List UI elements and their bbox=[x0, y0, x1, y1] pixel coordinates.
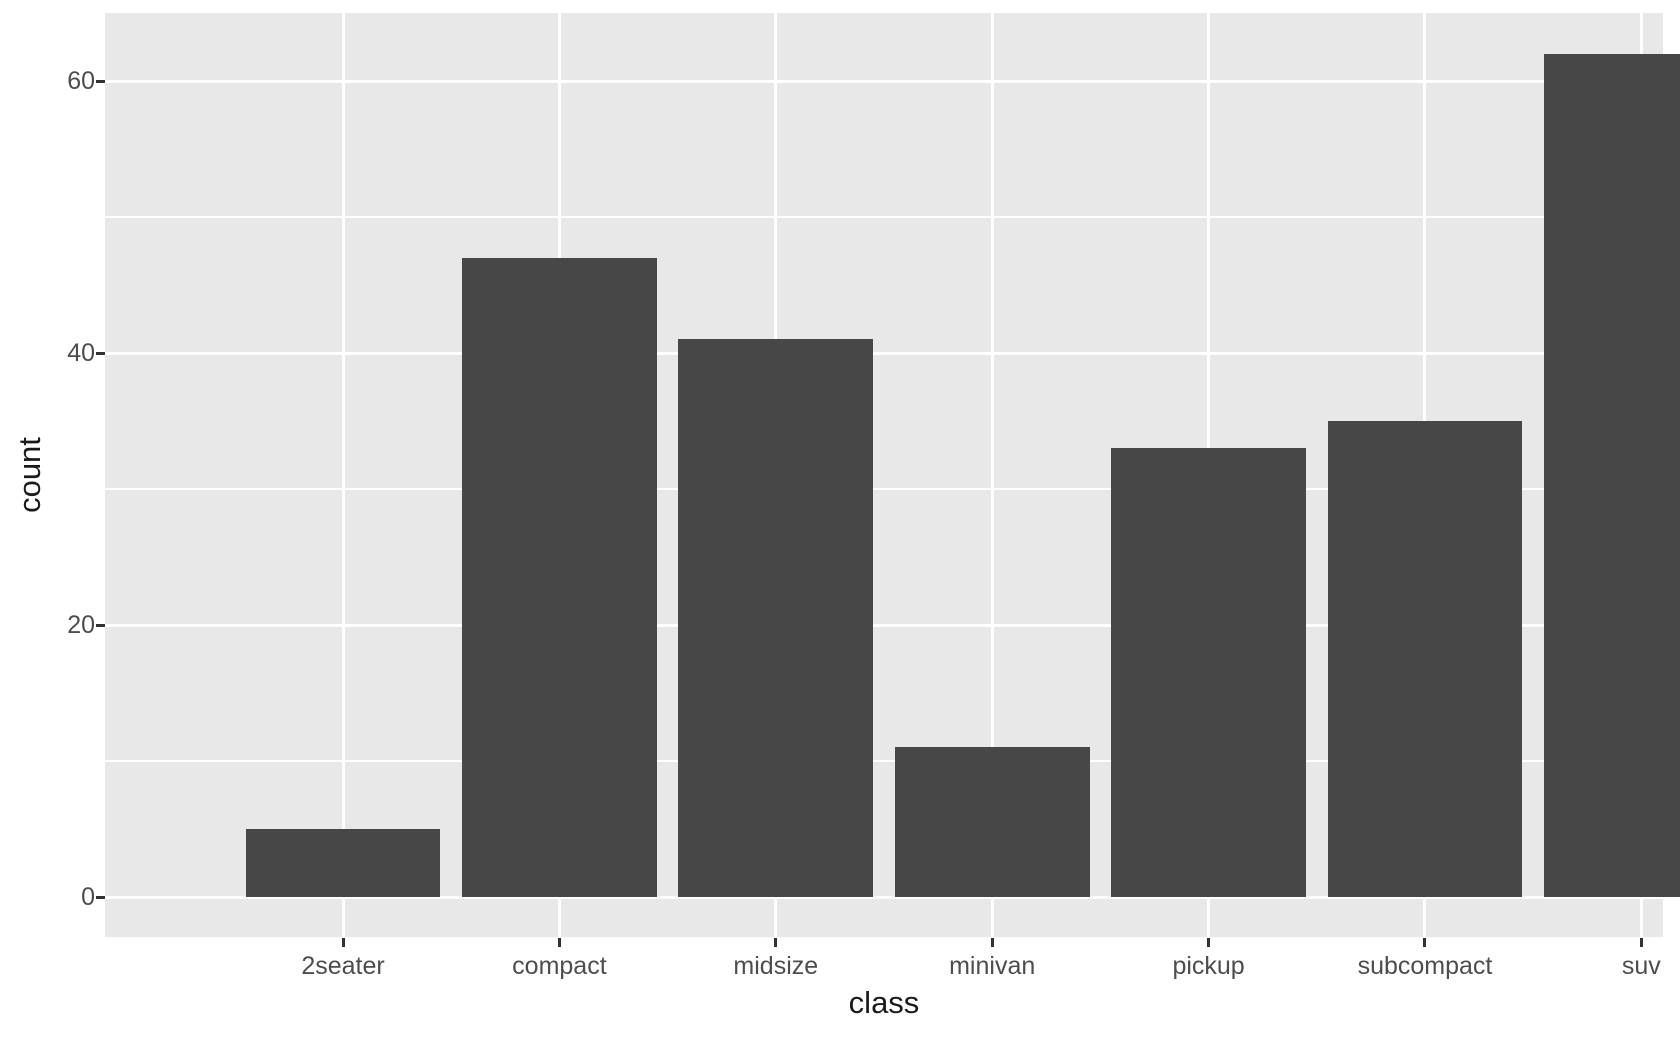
y-tick-label: 0 bbox=[81, 883, 95, 911]
y-tick-label: 40 bbox=[67, 339, 95, 367]
minor-gridline-horizontal bbox=[105, 216, 1663, 218]
x-tick-mark bbox=[1639, 938, 1643, 947]
y-tick-label: 60 bbox=[67, 67, 95, 95]
x-tick-mark bbox=[774, 938, 778, 947]
x-tick-label: suv bbox=[1621, 952, 1661, 980]
y-tick-mark bbox=[96, 623, 105, 627]
plot-panel bbox=[105, 13, 1680, 937]
x-tick-label: minivan bbox=[949, 952, 1036, 980]
bar-pickup bbox=[1111, 448, 1306, 897]
major-gridline-vertical bbox=[341, 13, 345, 937]
bar-midsize bbox=[678, 339, 874, 897]
x-axis-title: class bbox=[848, 985, 920, 1020]
major-gridline-horizontal bbox=[105, 623, 1663, 627]
major-gridline-vertical bbox=[990, 13, 994, 937]
minor-gridline-horizontal bbox=[105, 488, 1663, 490]
bar-compact bbox=[462, 257, 657, 897]
x-tick-label: pickup bbox=[1172, 952, 1245, 980]
x-tick-label: 2seater bbox=[301, 952, 385, 980]
bar-subcompact bbox=[1327, 421, 1523, 897]
x-tick-mark bbox=[990, 938, 994, 947]
y-tick-mark bbox=[96, 895, 105, 899]
major-gridline-horizontal bbox=[105, 351, 1663, 355]
minor-gridline-horizontal bbox=[105, 760, 1663, 762]
y-axis-title: count bbox=[12, 437, 47, 513]
y-tick-mark bbox=[96, 351, 105, 355]
y-tick-mark bbox=[96, 79, 105, 83]
x-tick-mark bbox=[1207, 938, 1211, 947]
bar-2seater bbox=[245, 829, 441, 897]
x-tick-mark bbox=[341, 938, 345, 947]
x-tick-mark bbox=[1423, 938, 1427, 947]
y-tick-label: 20 bbox=[67, 611, 95, 639]
bar-minivan bbox=[894, 747, 1090, 897]
x-tick-label: midsize bbox=[733, 952, 819, 980]
major-gridline-horizontal bbox=[105, 895, 1663, 899]
major-gridline-horizontal bbox=[105, 79, 1663, 83]
x-tick-mark bbox=[557, 938, 561, 947]
x-tick-label: subcompact bbox=[1357, 952, 1493, 980]
x-tick-label: compact bbox=[512, 952, 607, 980]
bar-suv bbox=[1543, 53, 1680, 897]
